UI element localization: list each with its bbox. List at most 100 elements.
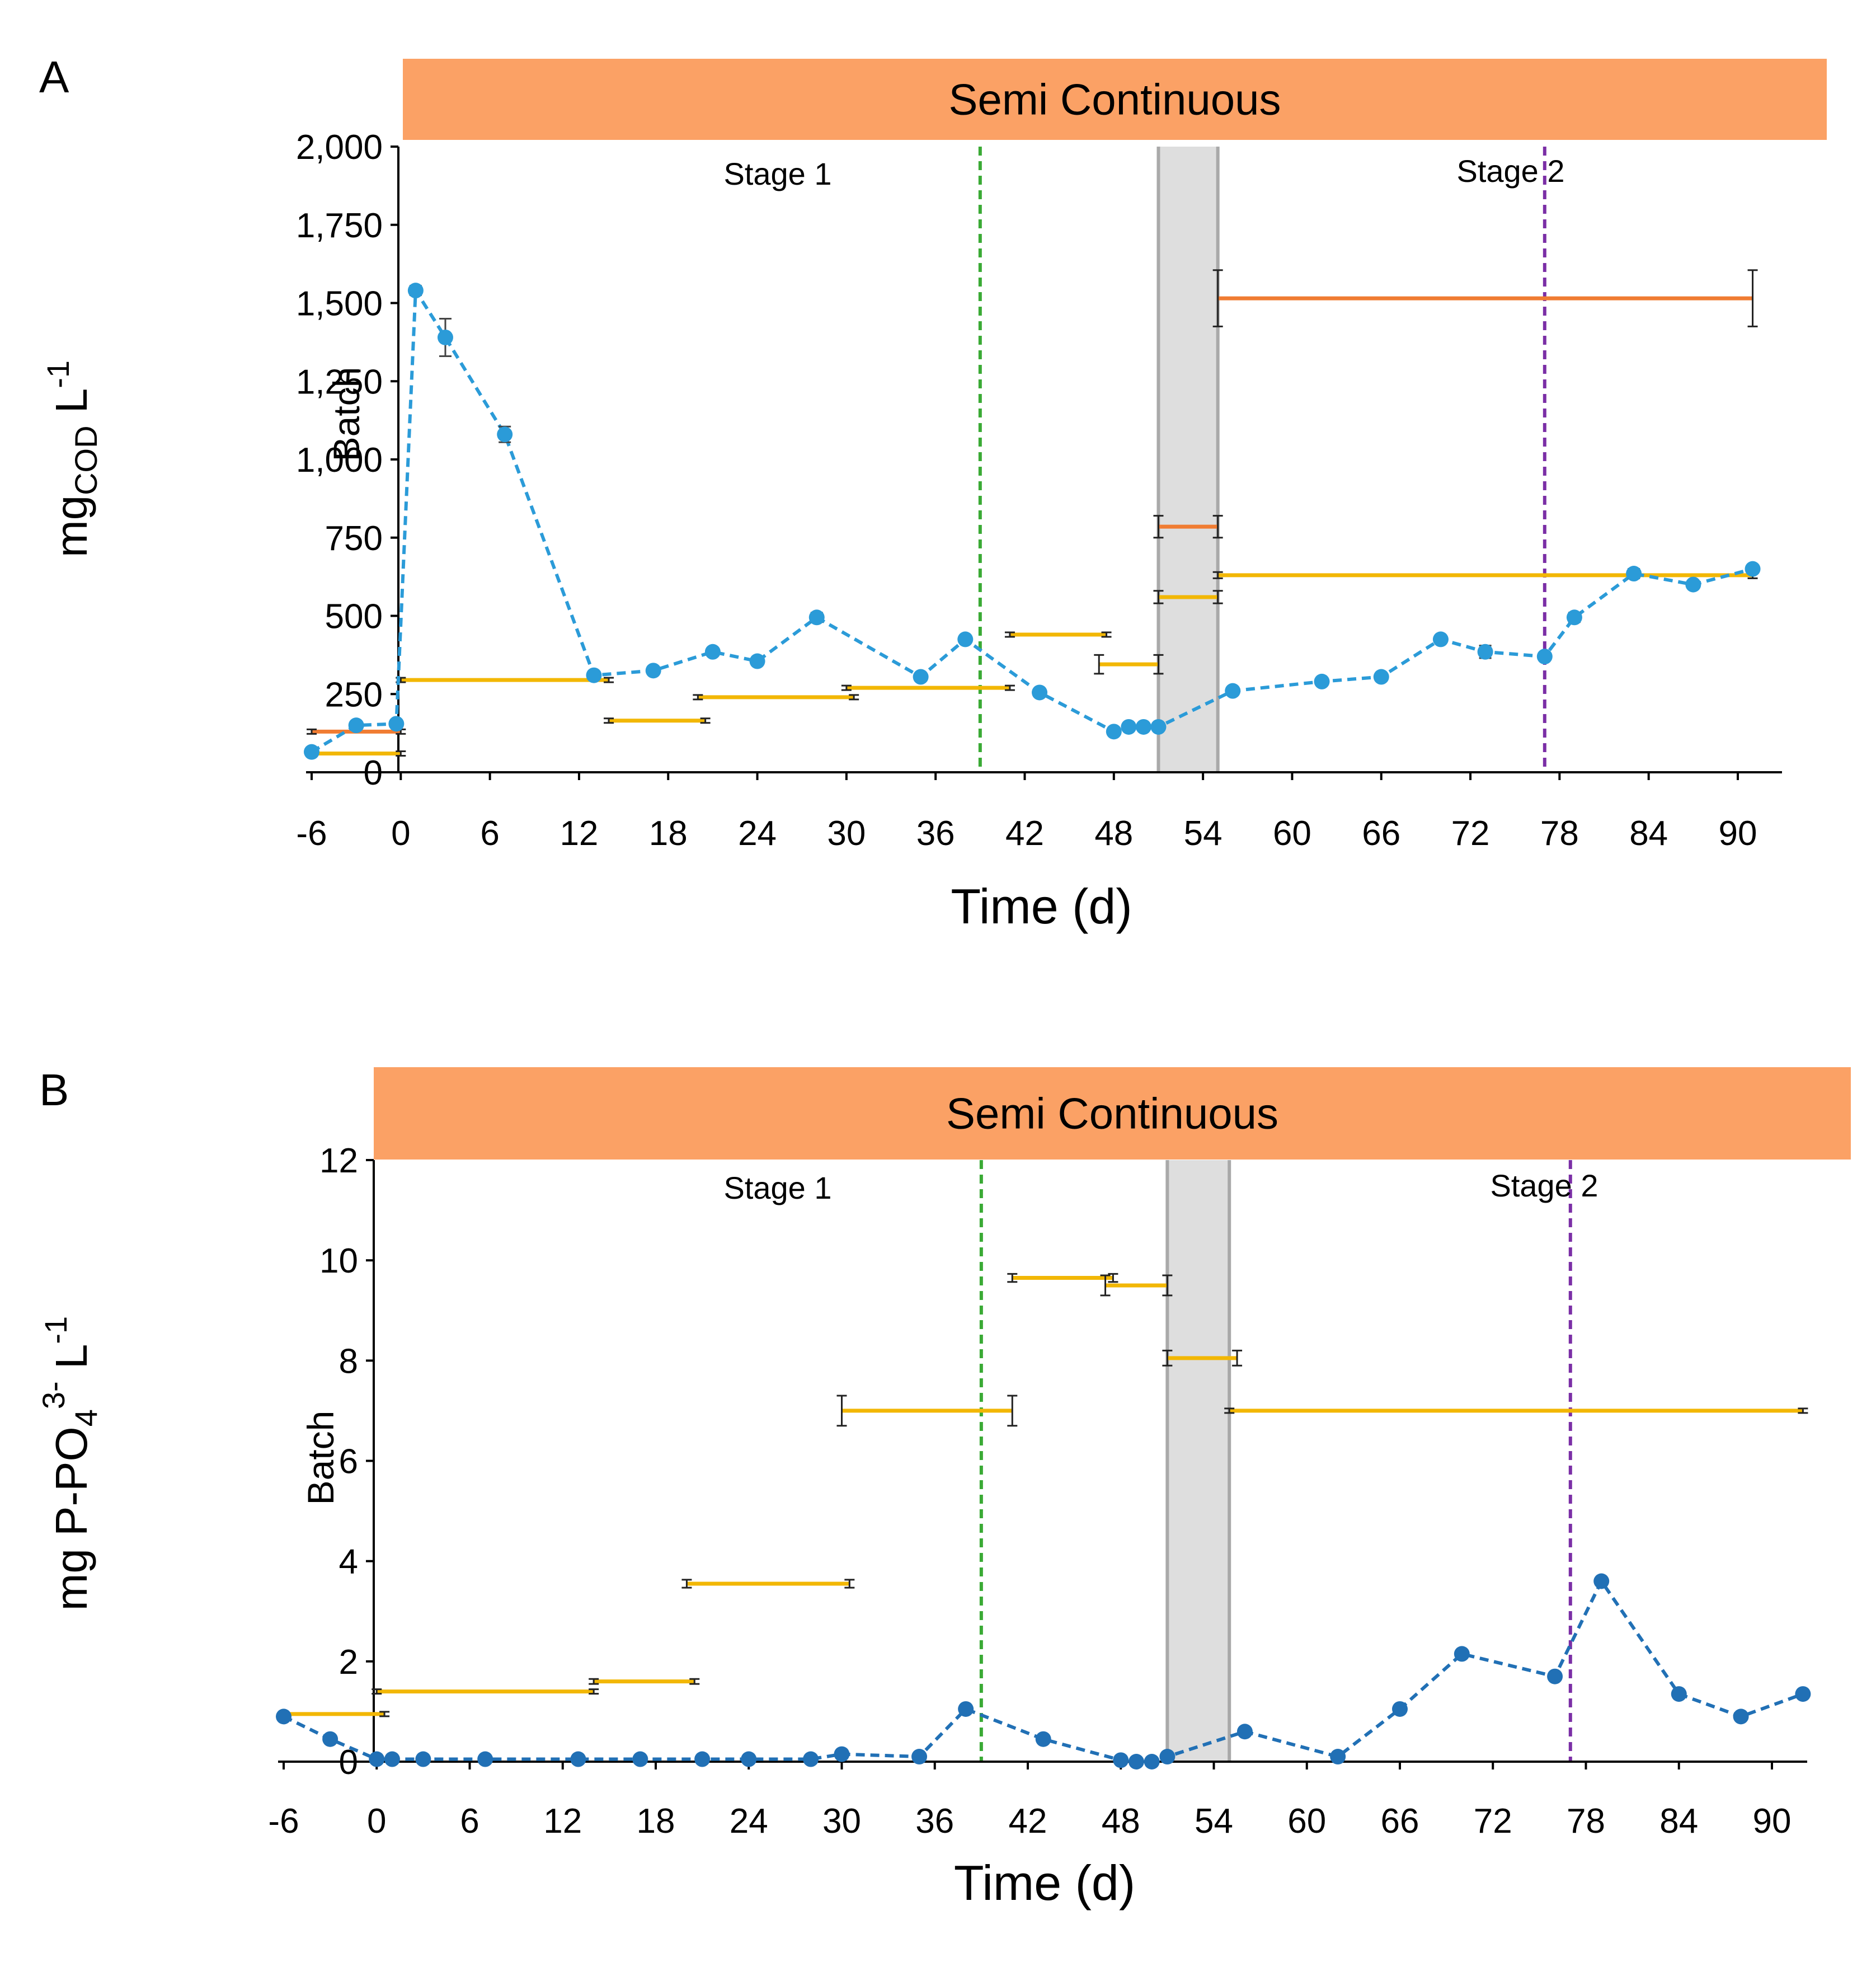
y-label-sub: 4 — [68, 1409, 104, 1426]
measured-line — [283, 1578, 1804, 1763]
x-tick-label: 60 — [1287, 1802, 1326, 1841]
data-point — [1032, 684, 1048, 701]
data-point — [632, 1751, 648, 1767]
stage-label: Stage 1 — [723, 1170, 831, 1205]
data-point — [1566, 609, 1582, 626]
data-point — [415, 1751, 431, 1767]
data-point — [1745, 561, 1761, 577]
y-axis-label: mg P-PO43- L-1 — [36, 1316, 104, 1611]
x-tick-label: 36 — [915, 1802, 954, 1841]
shaded-region — [1167, 1160, 1230, 1762]
data-point — [388, 716, 405, 732]
x-tick-label: 66 — [1362, 814, 1400, 853]
y-label-main: mg P-PO — [46, 1426, 96, 1611]
data-point — [1733, 1708, 1749, 1725]
y-tick-label: 0 — [364, 754, 383, 792]
data-point — [1225, 683, 1241, 699]
data-point — [570, 1751, 586, 1767]
x-tick-label: -6 — [268, 1802, 299, 1841]
y-tick-label: 1,000 — [296, 441, 383, 480]
data-point — [1236, 1724, 1253, 1740]
chart-panel-a: A Semi Continuous 0 250 500 750 1,000 1,250 1,50… — [39, 52, 1827, 934]
x-tick-label: 48 — [1094, 814, 1133, 853]
y-tick-label: 8 — [339, 1342, 358, 1381]
data-point — [1536, 649, 1553, 665]
banner-label: Semi Continuous — [949, 75, 1281, 124]
banner-label: Semi Continuous — [946, 1089, 1278, 1138]
x-tick-label: 54 — [1184, 814, 1223, 853]
data-point — [1795, 1686, 1811, 1702]
y-tick-label: 750 — [325, 519, 383, 558]
data-point — [1547, 1668, 1563, 1684]
x-tick-label: 90 — [1753, 1802, 1792, 1841]
x-tick-label: 54 — [1195, 1802, 1233, 1841]
data-point — [834, 1746, 850, 1762]
data-point — [497, 426, 513, 443]
data-point — [1106, 724, 1122, 740]
y-axis-label: mgCOD L-1 — [40, 360, 104, 557]
x-tick-label: 78 — [1567, 1802, 1605, 1841]
x-tick-label: 90 — [1719, 814, 1757, 853]
data-point — [1150, 719, 1167, 735]
data-point — [1035, 1731, 1051, 1747]
x-tick-label: 12 — [543, 1802, 582, 1841]
data-point — [913, 669, 929, 685]
x-tick-label: 36 — [916, 814, 955, 853]
shaded-region — [1158, 147, 1218, 772]
data-point — [1373, 669, 1389, 685]
x-tick-label: 18 — [649, 814, 688, 853]
data-point — [586, 667, 602, 683]
stage-label: Stage 2 — [1490, 1168, 1598, 1203]
x-tick-label: 30 — [822, 1802, 861, 1841]
y-label-sub: COD — [68, 425, 104, 495]
x-tick-label: 42 — [1009, 1802, 1047, 1841]
data-point — [749, 653, 765, 669]
data-point — [808, 609, 825, 626]
banner — [403, 59, 1827, 140]
y-tick-label: 1,750 — [296, 206, 383, 245]
data-point — [1159, 1749, 1176, 1765]
measured-line — [311, 285, 1753, 754]
data-point — [1128, 1754, 1144, 1769]
data-point — [348, 717, 364, 734]
data-point — [1432, 631, 1449, 647]
data-point — [741, 1751, 757, 1767]
x-tick-label: 66 — [1381, 1802, 1419, 1841]
data-point — [276, 1708, 291, 1725]
data-point — [1593, 1573, 1610, 1589]
data-point — [322, 1731, 338, 1747]
y-tick-label: 12 — [319, 1142, 358, 1180]
y-tick-label: 2 — [339, 1643, 358, 1682]
data-point — [1144, 1754, 1160, 1769]
x-tick-label: 6 — [460, 1802, 479, 1841]
data-point — [407, 283, 424, 299]
x-tick-label: 18 — [637, 1802, 675, 1841]
x-tick-label: 84 — [1629, 814, 1668, 853]
x-tick-label: 12 — [559, 814, 598, 853]
data-point — [1314, 673, 1330, 689]
x-tick-label: 0 — [391, 814, 410, 853]
y-tick-label: 250 — [325, 675, 383, 714]
y-label-main: mg — [46, 495, 96, 557]
x-axis-label: Time (d) — [951, 879, 1132, 934]
y-label-main: L — [46, 388, 96, 426]
data-point — [1477, 644, 1493, 660]
x-axis-label: Time (d) — [954, 1855, 1135, 1911]
data-point — [1685, 576, 1701, 593]
x-tick-label: 84 — [1659, 1802, 1698, 1841]
x-tick-label: 30 — [827, 814, 866, 853]
data-point — [694, 1751, 711, 1767]
data-point — [437, 329, 453, 345]
x-tick-label: -6 — [296, 814, 327, 853]
data-point — [1454, 1646, 1470, 1662]
stage-label: Stage 2 — [1456, 153, 1564, 189]
x-tick-label: 24 — [738, 814, 777, 853]
data-point — [704, 644, 721, 660]
data-point — [1626, 566, 1642, 582]
batch-label: Batch — [300, 1411, 341, 1505]
panel-letter: A — [39, 52, 69, 102]
y-label-sup: -1 — [38, 1316, 73, 1344]
data-point — [803, 1751, 819, 1767]
data-point — [477, 1751, 493, 1767]
